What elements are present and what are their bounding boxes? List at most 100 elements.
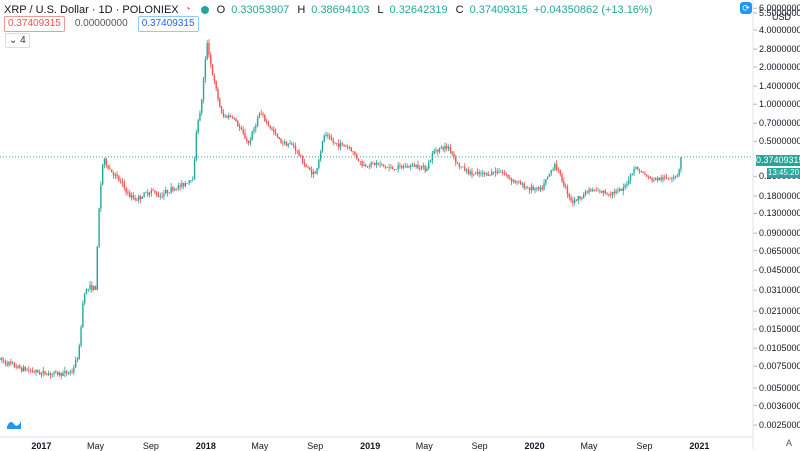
candle-body	[593, 189, 596, 191]
sell-price-badge[interactable]: 0.37409315	[4, 16, 65, 32]
candle-body	[348, 147, 351, 148]
candle	[305, 163, 307, 168]
candle-body	[276, 133, 279, 138]
candle	[370, 160, 372, 169]
candle-body	[42, 370, 44, 373]
candle	[662, 174, 664, 183]
candle	[523, 181, 525, 191]
candle	[195, 129, 198, 162]
candle-body	[393, 169, 396, 170]
candle	[660, 174, 662, 183]
candle	[325, 131, 327, 138]
candle-body	[62, 372, 64, 376]
currency-label: USD	[772, 12, 792, 22]
buy-price-badge[interactable]: 0.37409315	[137, 16, 199, 32]
candle-body	[555, 164, 558, 170]
candle	[609, 191, 612, 198]
candle	[620, 188, 623, 191]
candle	[193, 156, 196, 180]
candle-body	[94, 285, 97, 290]
candle-body	[55, 371, 57, 373]
candle-body	[222, 112, 225, 116]
candle	[514, 179, 516, 184]
candle	[332, 137, 334, 146]
candle	[617, 187, 619, 194]
candle	[141, 195, 144, 200]
candle	[148, 191, 151, 198]
candle-body	[633, 168, 635, 174]
candle	[512, 179, 515, 184]
candle-body	[588, 189, 590, 193]
candle-body	[573, 199, 576, 204]
candle	[375, 159, 378, 169]
candle-body	[208, 43, 210, 56]
candle	[170, 182, 172, 194]
candle-body	[433, 150, 435, 154]
candle	[597, 187, 599, 192]
candle	[219, 97, 221, 108]
candle-body	[447, 147, 450, 149]
candle-body	[318, 159, 320, 168]
auto-scale-button[interactable]: A	[786, 438, 793, 448]
candle-body	[69, 371, 71, 373]
candle-body	[152, 190, 154, 192]
candle-body	[577, 196, 579, 201]
candle-body	[485, 173, 488, 175]
candle-body	[183, 183, 185, 186]
candle-body	[442, 147, 444, 150]
candle-body	[464, 166, 466, 171]
candle-body	[325, 134, 327, 136]
candle-body	[10, 361, 12, 364]
candle	[179, 182, 181, 191]
candle	[395, 169, 398, 170]
candle	[330, 134, 333, 141]
candle-body	[352, 151, 354, 152]
symbol-title[interactable]: XRP / U.S. Dollar · 1D · POLONIEX	[4, 4, 179, 16]
candle	[465, 168, 468, 174]
price-tick-label: 6.00000000	[759, 3, 800, 14]
tradingview-logo-icon[interactable]	[6, 418, 22, 430]
candle-body	[422, 165, 425, 167]
candle-body	[177, 185, 180, 189]
alert-icon[interactable]: ◔	[184, 4, 191, 15]
candle	[82, 300, 84, 329]
candle-body	[579, 196, 581, 199]
candle	[478, 169, 480, 178]
candle	[473, 174, 475, 177]
candle-body	[455, 157, 457, 163]
candle-body	[563, 181, 565, 187]
candle	[453, 151, 455, 160]
candle	[22, 364, 25, 372]
candle	[593, 189, 596, 192]
indicators-toggle[interactable]: ⌄ 4	[5, 33, 30, 48]
candle-body	[548, 173, 551, 177]
candle-body	[350, 147, 352, 152]
candle	[626, 180, 628, 189]
candle-body	[289, 143, 291, 145]
candle	[346, 144, 349, 150]
candle	[507, 174, 509, 180]
candle-body	[539, 187, 542, 190]
candle-body	[620, 188, 623, 191]
candle-body	[323, 135, 325, 142]
candle-body	[71, 371, 73, 373]
candle	[101, 164, 104, 186]
candle-body	[283, 141, 286, 144]
candle	[56, 371, 59, 377]
candle	[145, 191, 147, 194]
candle	[519, 179, 522, 185]
candle-body	[609, 194, 612, 196]
candle-body	[669, 178, 671, 180]
candle-body	[626, 183, 628, 186]
candle	[240, 125, 243, 131]
candle-body	[226, 115, 228, 118]
candle	[67, 371, 70, 375]
candle	[37, 369, 39, 373]
chart-settings-icon[interactable]: ⟳	[740, 2, 752, 14]
candle	[278, 136, 280, 140]
